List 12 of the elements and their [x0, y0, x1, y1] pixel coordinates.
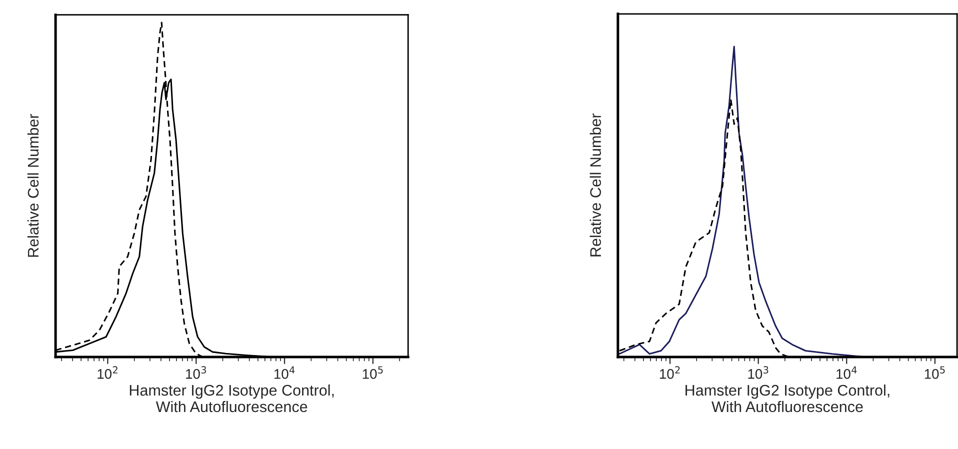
x-tick-label: 10$^{2}$ — [98, 366, 118, 379]
x-axis-title: Hamster IgG2 Isotype Control, With Autofluorescence — [686, 384, 890, 412]
x-tick-label: 10$^{5}$ — [924, 366, 945, 379]
y-axis-title: Relative Cell Number — [27, 114, 39, 257]
x-tick-label: 10$^{2}$ — [660, 366, 680, 379]
x-tick-label: 10$^{5}$ — [362, 366, 383, 379]
x-tick-label: 10$^{4}$ — [274, 366, 295, 379]
x-tick-label: 10$^{3}$ — [748, 366, 768, 379]
x-axis-title: Hamster IgG2 Isotype Control, With Autofluorescence — [130, 384, 334, 412]
x-tick-label: 10$^{4}$ — [836, 366, 857, 379]
x-tick-label: 10$^{3}$ — [186, 366, 206, 379]
y-axis-title: Relative Cell Number — [590, 114, 601, 256]
